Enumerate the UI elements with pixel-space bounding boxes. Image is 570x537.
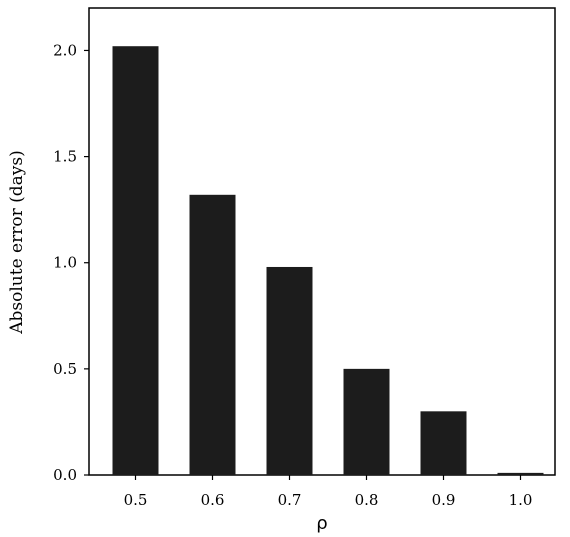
x-tick-label: 0.7 <box>278 491 302 509</box>
bar-0.7 <box>266 266 313 475</box>
bar-0.6 <box>189 194 236 476</box>
x-axis-label: ρ <box>316 513 327 534</box>
y-tick-label: 0.5 <box>53 360 77 378</box>
bar-0.9 <box>420 411 467 475</box>
y-tick-label: 1.0 <box>53 254 77 272</box>
bar-1.0 <box>497 472 544 475</box>
y-axis-label: Absolute error (days) <box>7 150 27 335</box>
x-tick-label: 0.5 <box>124 491 148 509</box>
bar-0.8 <box>343 368 390 475</box>
x-tick-label: 1.0 <box>509 491 533 509</box>
y-tick-label: 0.0 <box>53 466 77 484</box>
plot-area-frame <box>88 7 556 476</box>
bar-0.5 <box>112 46 159 475</box>
bars-group <box>112 46 544 476</box>
y-ticks-group: 0.0 0.5 1.0 1.5 2.0 <box>53 41 89 484</box>
x-tick-label: 0.6 <box>201 491 225 509</box>
x-tick-label: 0.8 <box>355 491 379 509</box>
y-tick-label: 1.5 <box>53 148 77 166</box>
x-tick-label: 0.9 <box>432 491 456 509</box>
y-tick-label: 2.0 <box>53 41 77 59</box>
x-ticks-group: 0.5 0.6 0.7 0.8 0.9 1.0 <box>124 475 533 509</box>
